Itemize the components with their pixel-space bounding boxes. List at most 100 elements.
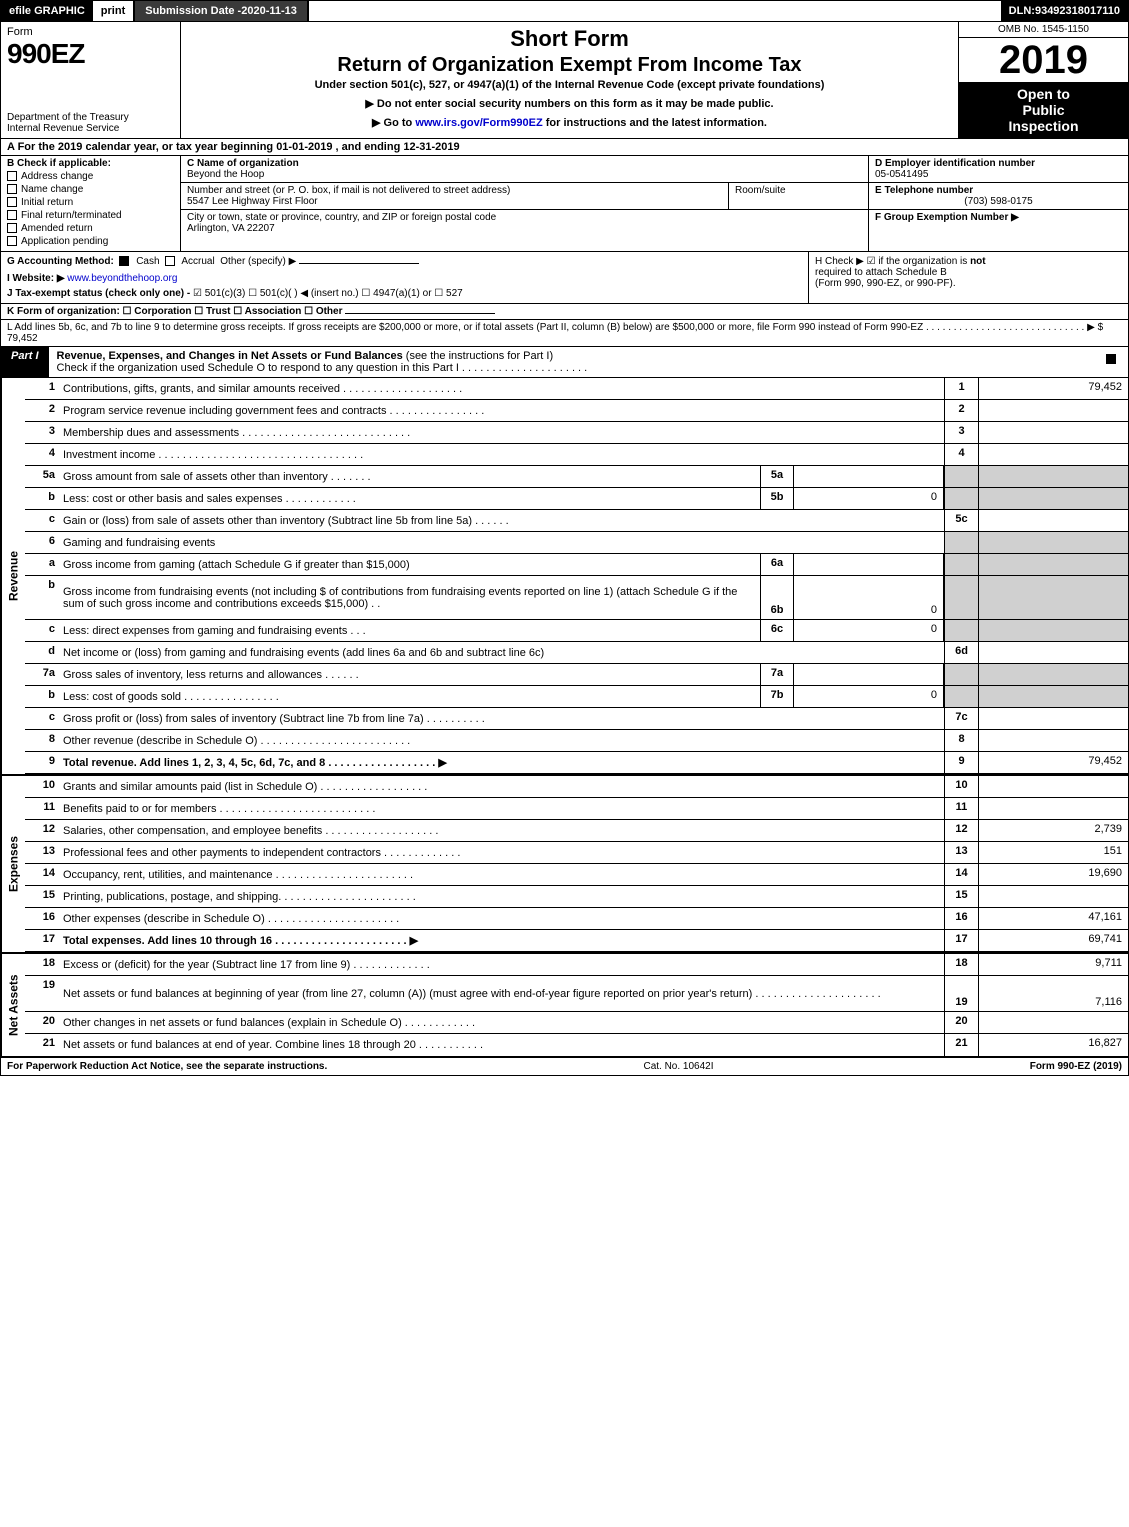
footer-mid: Cat. No. 10642I [643, 1061, 713, 1072]
line-7b-num: b [25, 686, 59, 707]
submission-date-label: Submission Date - [145, 5, 241, 17]
line-6b-mv: 0 [794, 576, 944, 619]
footer-form-label: Form [1030, 1061, 1058, 1072]
line-7b-rv [978, 686, 1128, 707]
line-6c-num: c [25, 620, 59, 641]
line-21-num: 21 [25, 1034, 59, 1056]
website-link[interactable]: www.beyondthehoop.org [67, 273, 177, 284]
form-number: 990EZ [7, 38, 174, 70]
goto-suffix: for instructions and the latest informat… [546, 117, 767, 129]
line-20: 20 Other changes in net assets or fund b… [25, 1012, 1128, 1034]
line-10-num: 10 [25, 776, 59, 797]
line-16-rn: 16 [944, 908, 978, 929]
line-5a: 5a Gross amount from sale of assets othe… [25, 466, 1128, 488]
footer-left: For Paperwork Reduction Act Notice, see … [7, 1061, 327, 1072]
line-18-rn: 18 [944, 954, 978, 975]
line-6c-mv: 0 [794, 620, 944, 641]
line-5c-desc: Gain or (loss) from sale of assets other… [59, 510, 944, 531]
line-13-rn: 13 [944, 842, 978, 863]
line-17-num: 17 [25, 930, 59, 951]
line-2-rv [978, 400, 1128, 421]
open-line1: Open to [963, 86, 1124, 102]
submission-date-box: Submission Date - 2020-11-13 [133, 1, 309, 21]
line-19-desc: Net assets or fund balances at beginning… [59, 976, 944, 1011]
line-7c-num: c [25, 708, 59, 729]
chk-schedule-o[interactable] [1106, 354, 1116, 364]
footer-form-year: (2019) [1093, 1061, 1122, 1072]
line-6-rn [944, 532, 978, 553]
expenses-section: Expenses 10 Grants and similar amounts p… [0, 774, 1129, 952]
header-left: Form 990EZ Department of the Treasury In… [1, 22, 181, 138]
line-6d-rv [978, 642, 1128, 663]
omb-number: OMB No. 1545-1150 [959, 22, 1128, 38]
line-7c-rn: 7c [944, 708, 978, 729]
c-label: C Name of organization [187, 158, 299, 169]
line-19-num: 19 [25, 976, 59, 1011]
line-3-rn: 3 [944, 422, 978, 443]
chk-address-change[interactable] [7, 171, 17, 181]
net-assets-side-label: Net Assets [1, 954, 25, 1056]
dln-value: 93492318017110 [1035, 5, 1120, 17]
line-7a-num: 7a [25, 664, 59, 685]
col-h: H Check ▶ ☑ if the organization is not r… [808, 252, 1128, 303]
chk-final-return[interactable] [7, 210, 17, 220]
net-assets-lines: 18 Excess or (deficit) for the year (Sub… [25, 954, 1128, 1056]
line-4-rn: 4 [944, 444, 978, 465]
chk-cash[interactable] [119, 256, 129, 266]
street-block: Number and street (or P. O. box, if mail… [181, 183, 728, 209]
irs-link[interactable]: www.irs.gov/Form990EZ [415, 117, 542, 129]
h-label: H Check ▶ ☑ if the organization is [815, 256, 970, 267]
return-title: Return of Organization Exempt From Incom… [189, 54, 950, 77]
line-17-rv: 69,741 [978, 930, 1128, 951]
name-change-label: Name change [21, 184, 83, 195]
initial-return-label: Initial return [21, 197, 73, 208]
line-11-rv [978, 798, 1128, 819]
line-4-desc: Investment income . . . . . . . . . . . … [59, 444, 944, 465]
line-6d: d Net income or (loss) from gaming and f… [25, 642, 1128, 664]
line-9-rv: 79,452 [978, 752, 1128, 773]
line-1: 1 Contributions, gifts, grants, and simi… [25, 378, 1128, 400]
j-label: J Tax-exempt status (check only one) - [7, 288, 193, 299]
chk-initial-return[interactable] [7, 197, 17, 207]
chk-application-pending[interactable] [7, 236, 17, 246]
other-specify-input[interactable] [299, 263, 419, 264]
line-7b-mv: 0 [794, 686, 944, 707]
expenses-side-label: Expenses [1, 776, 25, 952]
c-name-block: C Name of organization Beyond the Hoop [181, 156, 868, 183]
chk-amended-return[interactable] [7, 223, 17, 233]
i-label: I Website: ▶ [7, 273, 65, 284]
d-ein-block: D Employer identification number 05-0541… [869, 156, 1128, 183]
header-right: OMB No. 1545-1150 2019 Open to Public In… [958, 22, 1128, 138]
h-rest: required to attach Schedule B [815, 267, 947, 278]
line-7b-rn [944, 686, 978, 707]
line-6a-mv [794, 554, 944, 575]
line-9-num: 9 [25, 752, 59, 773]
print-label: print [101, 5, 125, 17]
chk-name-change[interactable] [7, 184, 17, 194]
efile-text: efile GRAPHIC [9, 5, 85, 17]
chk-accrual[interactable] [165, 256, 175, 266]
dept-treasury: Department of the Treasury [7, 112, 174, 123]
line-6d-rn: 6d [944, 642, 978, 663]
f-group-exemption: F Group Exemption Number ▶ [869, 210, 1128, 251]
footer-right: Form 990-EZ (2019) [1030, 1061, 1122, 1072]
line-5b-mv: 0 [794, 488, 944, 509]
k-other-input[interactable] [345, 313, 495, 314]
print-button[interactable]: print [93, 1, 133, 21]
irs-label: Internal Revenue Service [7, 123, 174, 134]
line-16: 16 Other expenses (describe in Schedule … [25, 908, 1128, 930]
line-18-rv: 9,711 [978, 954, 1128, 975]
line-15-rn: 15 [944, 886, 978, 907]
line-17: 17 Total expenses. Add lines 10 through … [25, 930, 1128, 952]
line-6b-num: b [25, 576, 59, 619]
line-15: 15 Printing, publications, postage, and … [25, 886, 1128, 908]
e-label: E Telephone number [875, 185, 973, 196]
revenue-side-label: Revenue [1, 378, 25, 774]
line-2-rn: 2 [944, 400, 978, 421]
line-5b-num: b [25, 488, 59, 509]
line-5a-mv [794, 466, 944, 487]
tax-year: 2019 [959, 38, 1128, 82]
line-5a-rn [944, 466, 978, 487]
line-10-rn: 10 [944, 776, 978, 797]
line-5c-num: c [25, 510, 59, 531]
